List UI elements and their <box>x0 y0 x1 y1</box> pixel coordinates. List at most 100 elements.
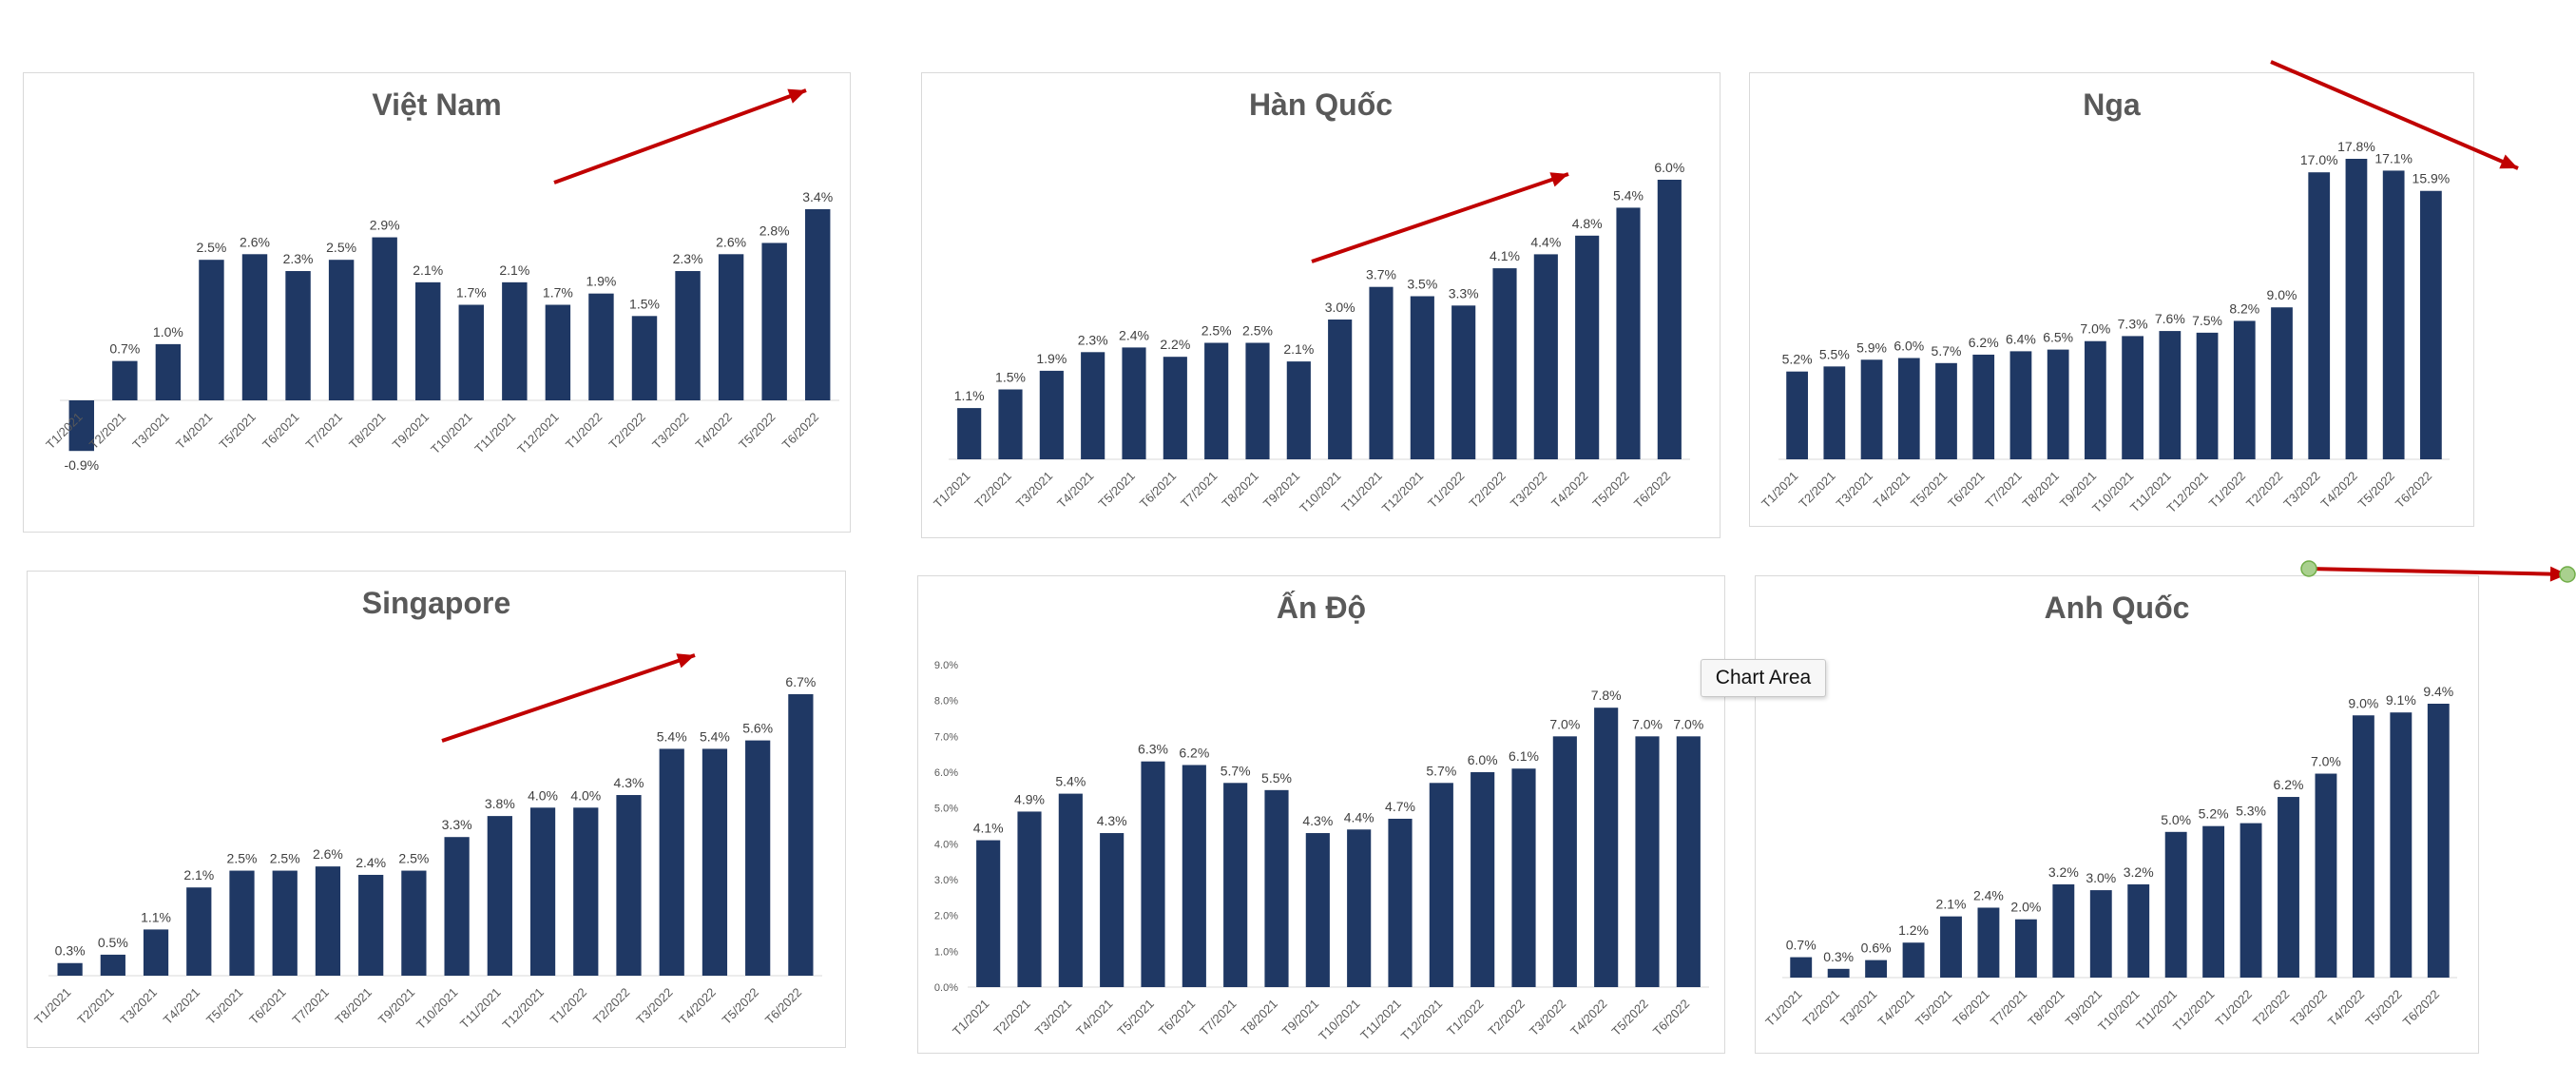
bar[interactable] <box>2233 320 2256 459</box>
bar[interactable] <box>2345 159 2368 459</box>
bar[interactable] <box>241 254 268 400</box>
bar[interactable] <box>1902 942 1925 978</box>
bar[interactable] <box>1977 907 2000 978</box>
bar[interactable] <box>1575 235 1600 459</box>
bar[interactable] <box>328 260 355 400</box>
bar[interactable] <box>1676 736 1701 987</box>
bar[interactable] <box>2052 883 2075 978</box>
bar[interactable] <box>487 816 512 976</box>
bar[interactable] <box>2202 825 2225 978</box>
chart-panel-vietnam[interactable]: Việt Nam -0.9% T1/2021 0.7% T2/2021 1.0% T3/20… <box>23 72 851 533</box>
bar[interactable] <box>1286 361 1311 459</box>
bar[interactable] <box>2122 336 2143 459</box>
bar[interactable] <box>1790 957 1813 978</box>
bar[interactable] <box>1827 968 1850 978</box>
chart-panel-singapore[interactable]: Singapore 0.3% T1/2021 0.5% T2/2021 1.1% T3/20… <box>27 571 846 1048</box>
shape-resize-handle[interactable] <box>2300 560 2317 577</box>
bar[interactable] <box>2164 831 2187 978</box>
bar[interactable] <box>112 360 138 400</box>
bar[interactable] <box>1972 354 1995 459</box>
bar[interactable] <box>155 343 182 400</box>
bar[interactable] <box>1935 362 1957 459</box>
bar[interactable] <box>2127 883 2150 978</box>
bar[interactable] <box>1163 357 1187 459</box>
bar[interactable] <box>2315 773 2337 978</box>
bar[interactable] <box>68 400 94 452</box>
bar[interactable] <box>1245 342 1270 460</box>
bar[interactable] <box>998 389 1023 460</box>
bar[interactable] <box>659 748 684 976</box>
bar[interactable] <box>588 293 614 400</box>
chart-panel-nga[interactable]: Nga 5.2% T1/2021 5.5% T2/2021 5.9% T3/2021 6.0%… <box>1749 60 2519 527</box>
bar[interactable] <box>229 870 255 976</box>
bar[interactable] <box>2308 172 2331 459</box>
bar[interactable] <box>2196 332 2219 459</box>
bar[interactable] <box>57 962 83 976</box>
bar[interactable] <box>1369 286 1394 459</box>
bar[interactable] <box>1388 818 1413 987</box>
bar[interactable] <box>1058 793 1083 987</box>
bar[interactable] <box>957 408 982 459</box>
bar[interactable] <box>2427 704 2450 978</box>
bar[interactable] <box>1594 708 1619 987</box>
bar[interactable] <box>1410 296 1434 460</box>
bar[interactable] <box>372 237 397 400</box>
bar[interactable] <box>2009 351 2032 459</box>
bar[interactable] <box>1017 811 1042 987</box>
bar[interactable] <box>502 281 528 400</box>
bar[interactable] <box>1823 366 1846 459</box>
bar[interactable] <box>1305 833 1330 987</box>
bar[interactable] <box>2089 890 2112 978</box>
bar[interactable] <box>1039 370 1064 459</box>
bar[interactable] <box>358 874 384 976</box>
bar[interactable] <box>315 866 341 976</box>
bar[interactable] <box>2278 797 2299 978</box>
bar[interactable] <box>143 929 169 976</box>
bar[interactable] <box>2420 190 2442 459</box>
bar[interactable] <box>2390 712 2413 978</box>
bar[interactable] <box>285 271 311 400</box>
bar[interactable] <box>1860 359 1883 459</box>
bar[interactable] <box>2014 919 2037 978</box>
bar[interactable] <box>1865 960 1888 978</box>
bar[interactable] <box>976 840 1001 987</box>
bar[interactable] <box>529 807 556 976</box>
bar[interactable] <box>1081 352 1105 459</box>
bar[interactable] <box>1492 268 1517 459</box>
bar[interactable] <box>2271 307 2293 459</box>
bar[interactable] <box>545 304 571 401</box>
bar[interactable] <box>1122 347 1146 459</box>
bar[interactable] <box>1940 916 1962 978</box>
bar[interactable] <box>2240 823 2262 978</box>
bar[interactable] <box>702 748 728 976</box>
bar[interactable] <box>199 260 224 400</box>
bar[interactable] <box>2047 349 2069 459</box>
bar[interactable] <box>415 281 441 400</box>
bar[interactable] <box>745 740 771 976</box>
bar[interactable] <box>1141 761 1165 987</box>
bar[interactable] <box>761 242 787 400</box>
bar[interactable] <box>1552 736 1577 987</box>
bar[interactable] <box>1471 772 1495 987</box>
bar[interactable] <box>1616 207 1641 459</box>
bar[interactable] <box>1347 829 1372 987</box>
bar[interactable] <box>272 870 298 976</box>
bar[interactable] <box>2085 340 2106 459</box>
bar[interactable] <box>1264 789 1289 987</box>
chart-panel-anh-quoc[interactable]: Anh Quốc 0.7% T1/2021 0.3% T2/2021 0.6% T3/202… <box>1755 560 2576 1054</box>
bar[interactable] <box>1897 358 1920 459</box>
bar[interactable] <box>100 954 125 976</box>
bar[interactable] <box>1182 765 1206 987</box>
bar[interactable] <box>186 887 212 976</box>
bar[interactable] <box>2352 715 2374 978</box>
chart-panel-han-quoc[interactable]: Hàn Quốc 1.1% T1/2021 1.5% T2/2021 1.9% T3/202… <box>921 72 1721 538</box>
bar[interactable] <box>2382 170 2405 459</box>
bar[interactable] <box>1635 736 1660 987</box>
bar[interactable] <box>805 209 831 400</box>
bar[interactable] <box>1451 305 1476 459</box>
bar[interactable] <box>458 304 484 401</box>
bar[interactable] <box>1204 342 1229 460</box>
bar[interactable] <box>1100 833 1125 987</box>
bar[interactable] <box>1533 254 1558 459</box>
chart-panel-an-do[interactable]: Ấn Độ 0.0% 1.0% 2.0% 3.0% 4.0% 5.0% 6.0% 7.0% 8.0… <box>917 575 1725 1054</box>
